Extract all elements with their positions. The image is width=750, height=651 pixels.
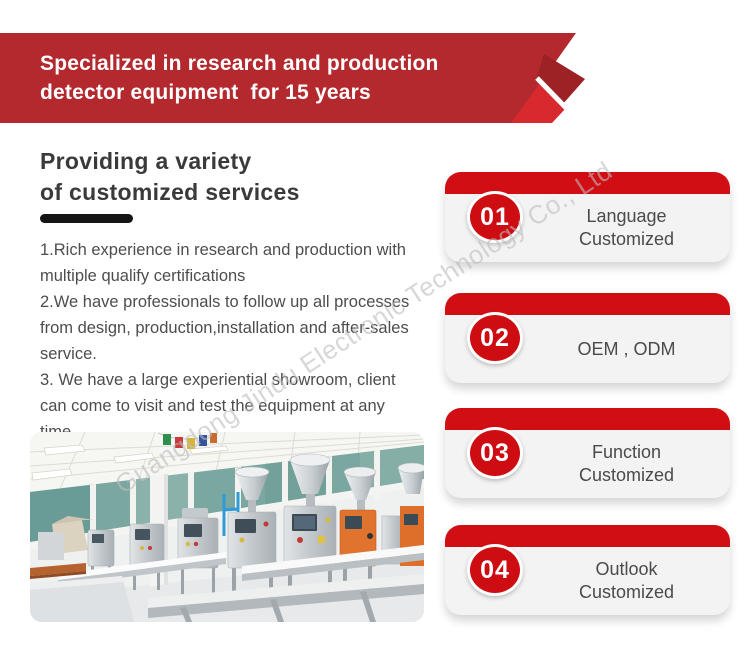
card-top-bar (445, 408, 730, 430)
card-number: 02 (480, 323, 510, 352)
intro-point-2: 2.We have professionals to follow up all… (40, 293, 410, 363)
factory-photo-illustration (30, 432, 424, 622)
intro-point-1: 1.Rich experience in research and produc… (40, 241, 406, 285)
card-label: OEM , ODM (577, 338, 676, 359)
intro-points: 1.Rich experience in research and produc… (40, 237, 450, 445)
factory-photo (30, 432, 424, 622)
banner-title-line1: Specialized in research and production (40, 52, 439, 75)
section-heading: Providing a variety of customized servic… (40, 148, 300, 205)
card-number-badge: 03 (467, 427, 523, 479)
card-top-bar (445, 293, 730, 315)
card-top-bar (445, 525, 730, 547)
banner-title: Specialized in research and production d… (40, 33, 439, 123)
service-card-02: 02 OEM , ODM (445, 293, 730, 383)
service-card-04: 04 Outlook Customized (445, 525, 730, 615)
banner-title-line2: detector equipment for 15 years (40, 81, 371, 104)
service-card-01: 01 Language Customized (445, 172, 730, 262)
heading-divider (40, 214, 133, 223)
card-top-bar (445, 172, 730, 194)
card-number: 03 (480, 438, 510, 467)
service-card-03: 03 Function Customized (445, 408, 730, 498)
intro-point-3: 3. We have a large experiential showroom… (40, 371, 396, 441)
card-number-badge: 01 (467, 191, 523, 243)
card-number: 01 (480, 202, 510, 231)
banner-ribbon (0, 33, 585, 123)
card-label: Language Customized (578, 206, 675, 249)
card-number: 04 (480, 555, 510, 584)
card-number-badge: 02 (467, 312, 523, 364)
card-label: Outlook Customized (578, 559, 675, 602)
card-label: Function Customized (578, 442, 675, 485)
card-number-badge: 04 (467, 544, 523, 596)
